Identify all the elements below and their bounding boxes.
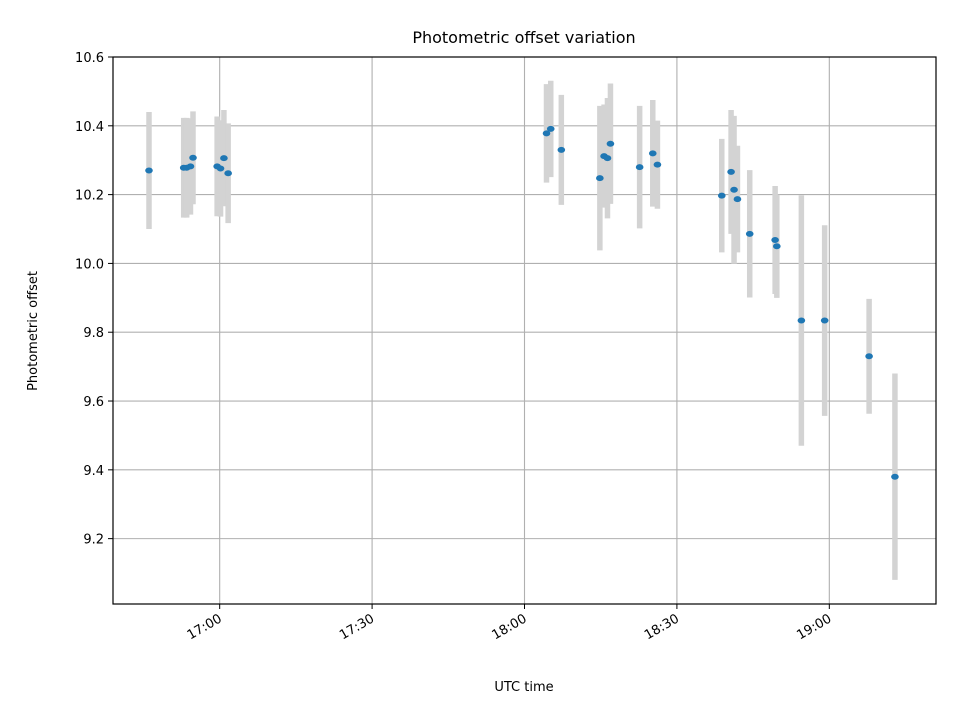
data-point bbox=[771, 237, 779, 244]
data-point bbox=[224, 170, 232, 177]
x-tick-label: 19:00 bbox=[794, 611, 834, 643]
data-point bbox=[717, 192, 726, 199]
data-point bbox=[220, 155, 228, 162]
y-tick-label: 9.8 bbox=[83, 326, 104, 341]
x-axis-ticks: 17:00 17:30 18:00 18:30 19:00 bbox=[185, 604, 834, 643]
data-point bbox=[216, 165, 225, 172]
grid-lines bbox=[113, 56, 936, 604]
data-point bbox=[186, 163, 195, 170]
x-tick-label: 17:00 bbox=[185, 611, 225, 643]
error-bars bbox=[146, 80, 898, 580]
data-point bbox=[891, 473, 899, 480]
y-tick-label: 9.6 bbox=[83, 395, 104, 410]
data-point bbox=[145, 167, 153, 174]
data-point bbox=[773, 243, 781, 250]
data-point bbox=[189, 154, 197, 161]
data-point bbox=[727, 168, 735, 175]
y-tick-label: 10.4 bbox=[75, 120, 104, 135]
y-axis-label: Photometric offset bbox=[26, 271, 41, 391]
data-point bbox=[820, 317, 829, 324]
x-axis-label: UTC time bbox=[494, 680, 553, 695]
data-point bbox=[635, 164, 644, 171]
data-point bbox=[546, 125, 555, 132]
data-point bbox=[733, 196, 742, 203]
data-point bbox=[648, 150, 657, 157]
data-point bbox=[596, 175, 604, 182]
x-tick-label: 18:30 bbox=[642, 611, 682, 643]
data-points bbox=[145, 125, 899, 480]
y-tick-label: 10.2 bbox=[75, 189, 104, 204]
data-point bbox=[606, 140, 615, 147]
x-tick-label: 18:00 bbox=[490, 611, 530, 643]
data-point bbox=[865, 353, 873, 360]
data-point bbox=[730, 186, 738, 193]
data-point bbox=[745, 230, 754, 237]
data-point bbox=[653, 161, 662, 168]
y-tick-label: 9.2 bbox=[83, 533, 104, 548]
x-tick-label: 17:30 bbox=[337, 611, 377, 643]
y-axis-ticks: 9.2 9.4 9.6 9.8 10.0 10.2 10.4 10.6 bbox=[75, 51, 113, 548]
data-point bbox=[557, 146, 566, 153]
y-tick-label: 10.0 bbox=[75, 257, 104, 272]
y-tick-label: 10.6 bbox=[75, 51, 104, 66]
y-tick-label: 9.4 bbox=[83, 464, 104, 479]
data-point bbox=[603, 155, 612, 162]
data-point bbox=[797, 317, 806, 324]
chart-title: Photometric offset variation bbox=[412, 28, 635, 47]
data-point bbox=[542, 130, 551, 137]
